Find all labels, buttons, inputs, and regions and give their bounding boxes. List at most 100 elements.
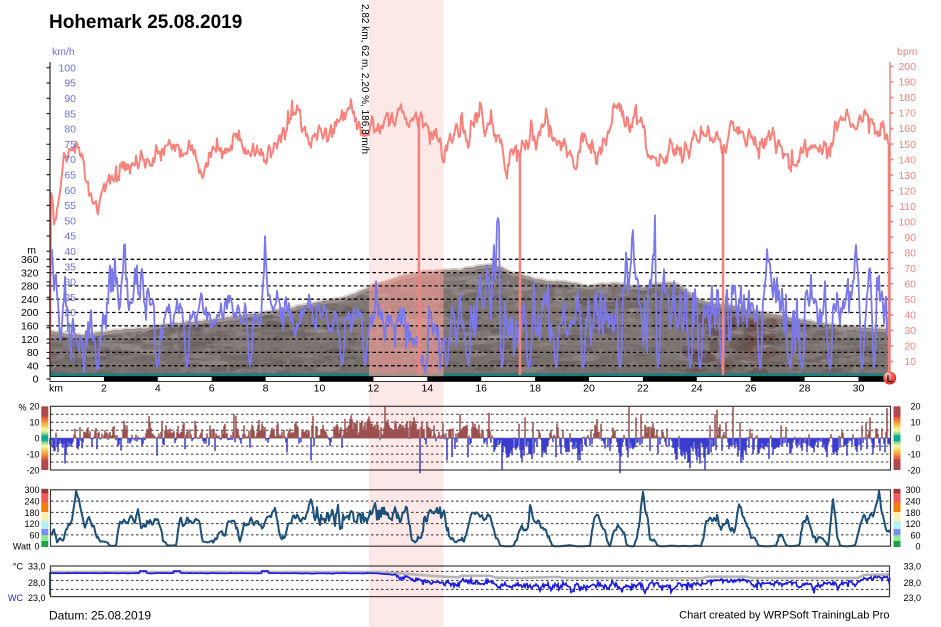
svg-text:320: 320 xyxy=(21,267,39,279)
svg-text:20: 20 xyxy=(583,383,595,395)
svg-text:30: 30 xyxy=(64,277,76,289)
svg-text:180: 180 xyxy=(24,508,39,518)
svg-text:25: 25 xyxy=(64,292,76,304)
svg-text:2,82 km, 62 m, 2,20 %, 186,8 m: 2,82 km, 62 m, 2,20 %, 186,8 m/h xyxy=(359,4,370,154)
svg-text:100: 100 xyxy=(58,62,76,74)
svg-text:22: 22 xyxy=(637,383,649,395)
svg-text:30: 30 xyxy=(853,383,865,395)
svg-text:240: 240 xyxy=(905,496,920,506)
svg-text:360: 360 xyxy=(21,254,39,266)
svg-text:6: 6 xyxy=(209,383,215,395)
svg-text:28: 28 xyxy=(799,383,811,395)
svg-text:35: 35 xyxy=(64,261,76,273)
svg-text:100: 100 xyxy=(898,216,916,228)
svg-text:0: 0 xyxy=(34,434,39,444)
svg-text:8: 8 xyxy=(263,383,269,395)
svg-text:160: 160 xyxy=(21,320,39,332)
svg-text:km: km xyxy=(49,383,63,395)
svg-text:16: 16 xyxy=(475,383,487,395)
svg-text:180: 180 xyxy=(898,92,916,104)
svg-text:80: 80 xyxy=(904,247,916,259)
svg-text:55: 55 xyxy=(64,200,76,212)
svg-text:20: 20 xyxy=(910,402,920,412)
svg-text:80: 80 xyxy=(27,347,39,359)
svg-text:14: 14 xyxy=(421,383,433,395)
svg-text:26: 26 xyxy=(745,383,757,395)
svg-text:30: 30 xyxy=(904,325,916,337)
svg-text:90: 90 xyxy=(904,232,916,244)
svg-text:L: L xyxy=(886,373,893,385)
svg-text:40: 40 xyxy=(27,360,39,372)
svg-text:0: 0 xyxy=(34,542,39,552)
svg-text:45: 45 xyxy=(64,231,76,243)
svg-text:80: 80 xyxy=(64,124,76,136)
svg-text:0: 0 xyxy=(33,374,39,386)
svg-text:120: 120 xyxy=(898,185,916,197)
svg-text:-10: -10 xyxy=(907,449,920,459)
svg-text:240: 240 xyxy=(21,294,39,306)
svg-text:120: 120 xyxy=(21,334,39,346)
svg-text:2: 2 xyxy=(101,383,107,395)
svg-text:90: 90 xyxy=(64,93,76,105)
svg-text:23,0: 23,0 xyxy=(903,593,921,603)
svg-text:Datum: 25.08.2019: Datum: 25.08.2019 xyxy=(49,609,151,623)
svg-text:300: 300 xyxy=(905,485,920,495)
svg-text:23,0: 23,0 xyxy=(28,593,46,603)
svg-text:50: 50 xyxy=(64,215,76,227)
svg-text:280: 280 xyxy=(21,281,39,293)
svg-text:5: 5 xyxy=(70,353,76,365)
svg-text:33,0: 33,0 xyxy=(903,561,921,571)
svg-text:75: 75 xyxy=(64,139,76,151)
svg-text:85: 85 xyxy=(64,108,76,120)
svg-text:15: 15 xyxy=(64,323,76,335)
svg-text:170: 170 xyxy=(898,108,916,120)
svg-text:WC: WC xyxy=(8,593,23,603)
svg-text:10: 10 xyxy=(910,418,920,428)
svg-text:50: 50 xyxy=(904,294,916,306)
svg-text:70: 70 xyxy=(64,154,76,166)
svg-text:18: 18 xyxy=(529,383,541,395)
svg-text:150: 150 xyxy=(898,139,916,151)
svg-text:33,0: 33,0 xyxy=(28,561,46,571)
svg-text:Watt: Watt xyxy=(13,542,32,552)
svg-text:20: 20 xyxy=(29,402,39,412)
svg-text:10: 10 xyxy=(29,418,39,428)
svg-text:%: % xyxy=(18,403,26,413)
svg-text:20: 20 xyxy=(904,341,916,353)
svg-text:140: 140 xyxy=(898,154,916,166)
svg-text:120: 120 xyxy=(905,519,920,529)
svg-text:200: 200 xyxy=(21,307,39,319)
svg-text:200: 200 xyxy=(898,61,916,73)
svg-text:130: 130 xyxy=(898,170,916,182)
svg-text:24: 24 xyxy=(691,383,703,395)
svg-text:Chart created by WRPSoft Train: Chart created by WRPSoft TrainingLab Pro xyxy=(679,610,889,622)
svg-text:km/h: km/h xyxy=(52,46,75,58)
svg-text:300: 300 xyxy=(24,485,39,495)
svg-text:-20: -20 xyxy=(26,465,39,475)
svg-text:40: 40 xyxy=(64,246,76,258)
svg-text:0: 0 xyxy=(915,542,920,552)
svg-text:60: 60 xyxy=(904,279,916,291)
svg-text:65: 65 xyxy=(64,170,76,182)
svg-text:-10: -10 xyxy=(26,449,39,459)
svg-text:28,0: 28,0 xyxy=(28,578,46,588)
svg-text:95: 95 xyxy=(64,78,76,90)
svg-text:120: 120 xyxy=(24,519,39,529)
svg-text:110: 110 xyxy=(899,201,916,213)
svg-text:60: 60 xyxy=(64,185,76,197)
svg-text:12: 12 xyxy=(368,383,380,395)
svg-text:-20: -20 xyxy=(907,465,920,475)
svg-text:10: 10 xyxy=(64,338,76,350)
svg-text:160: 160 xyxy=(898,123,916,135)
svg-text:60: 60 xyxy=(910,530,920,540)
svg-text:Hohemark 25.08.2019: Hohemark 25.08.2019 xyxy=(49,12,242,33)
svg-text:70: 70 xyxy=(904,263,916,275)
svg-text:4: 4 xyxy=(155,383,161,395)
svg-text:bpm: bpm xyxy=(897,46,918,58)
svg-text:60: 60 xyxy=(29,530,39,540)
svg-text:10: 10 xyxy=(904,356,916,368)
svg-text:240: 240 xyxy=(24,496,39,506)
svg-text:20: 20 xyxy=(64,307,76,319)
svg-text:28,0: 28,0 xyxy=(903,578,921,588)
svg-text:10: 10 xyxy=(314,383,326,395)
